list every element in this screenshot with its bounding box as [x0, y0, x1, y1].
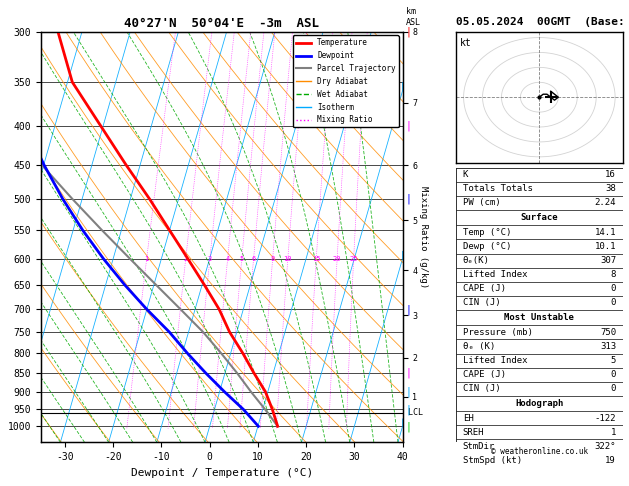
Text: Lifted Index: Lifted Index	[463, 356, 527, 365]
Text: CIN (J): CIN (J)	[463, 298, 500, 307]
Text: 4: 4	[225, 256, 230, 262]
Text: km
ASL: km ASL	[406, 7, 421, 27]
Text: 14.1: 14.1	[594, 228, 616, 237]
Bar	[456, 396, 623, 411]
Text: |: |	[406, 121, 412, 131]
Text: LCL: LCL	[403, 408, 423, 417]
Bar	[456, 310, 623, 326]
Text: -122: -122	[594, 414, 616, 423]
Text: 5: 5	[240, 256, 244, 262]
Text: |: |	[406, 304, 412, 314]
Text: |: |	[406, 194, 412, 204]
Text: 2.24: 2.24	[594, 198, 616, 208]
Y-axis label: Mixing Ratio (g/kg): Mixing Ratio (g/kg)	[420, 186, 428, 288]
Text: PW (cm): PW (cm)	[463, 198, 500, 208]
Text: 1: 1	[611, 428, 616, 437]
Bar	[456, 254, 623, 268]
Bar	[456, 353, 623, 367]
Text: Lifted Index: Lifted Index	[463, 270, 527, 279]
Bar	[456, 226, 623, 240]
Y-axis label: hPa: hPa	[0, 227, 2, 247]
Text: 10.1: 10.1	[594, 242, 616, 251]
Text: 307: 307	[600, 256, 616, 265]
Bar	[456, 182, 623, 196]
Text: Pressure (mb): Pressure (mb)	[463, 328, 533, 337]
Text: 5: 5	[611, 356, 616, 365]
Text: 0: 0	[611, 298, 616, 307]
Text: 6: 6	[252, 256, 256, 262]
Text: |: |	[406, 421, 412, 432]
Text: θₑ (K): θₑ (K)	[463, 342, 495, 351]
Bar	[456, 411, 623, 425]
Bar	[456, 240, 623, 254]
Bar	[456, 196, 623, 210]
Text: |: |	[406, 368, 412, 378]
Text: CIN (J): CIN (J)	[463, 384, 500, 393]
Text: 25: 25	[349, 256, 358, 262]
Text: 19: 19	[605, 456, 616, 465]
Bar	[456, 425, 623, 439]
Text: 16: 16	[605, 170, 616, 179]
Bar	[456, 339, 623, 353]
Bar	[456, 382, 623, 396]
Text: StmSpd (kt): StmSpd (kt)	[463, 456, 522, 465]
Bar	[456, 439, 623, 453]
Text: Most Unstable: Most Unstable	[504, 313, 574, 322]
Text: 8: 8	[270, 256, 275, 262]
Bar	[456, 210, 623, 226]
Text: 1: 1	[145, 256, 149, 262]
Text: 15: 15	[312, 256, 321, 262]
Text: 20: 20	[333, 256, 342, 262]
Text: 05.05.2024  00GMT  (Base: 12): 05.05.2024 00GMT (Base: 12)	[456, 17, 629, 27]
Text: |: |	[406, 404, 412, 415]
Text: 0: 0	[611, 384, 616, 393]
Text: © weatheronline.co.uk: © weatheronline.co.uk	[491, 447, 588, 456]
Text: 8: 8	[611, 270, 616, 279]
Text: CAPE (J): CAPE (J)	[463, 370, 506, 379]
Text: Totals Totals: Totals Totals	[463, 184, 533, 193]
Text: Surface: Surface	[521, 213, 558, 222]
Text: 322°: 322°	[594, 442, 616, 451]
Bar	[456, 296, 623, 310]
Text: 750: 750	[600, 328, 616, 337]
Bar	[456, 168, 623, 182]
Text: 0: 0	[611, 284, 616, 293]
Text: EH: EH	[463, 414, 474, 423]
Text: θₑ(K): θₑ(K)	[463, 256, 489, 265]
Text: |: |	[406, 26, 412, 37]
Text: 38: 38	[605, 184, 616, 193]
Text: StmDir: StmDir	[463, 442, 495, 451]
Bar	[456, 453, 623, 468]
Text: Temp (°C): Temp (°C)	[463, 228, 511, 237]
Text: Hodograph: Hodograph	[515, 399, 564, 408]
Text: K: K	[463, 170, 468, 179]
Text: 2: 2	[184, 256, 188, 262]
Text: 3: 3	[208, 256, 212, 262]
Bar	[456, 367, 623, 382]
Text: 0: 0	[611, 370, 616, 379]
Legend: Temperature, Dewpoint, Parcel Trajectory, Dry Adiabat, Wet Adiabat, Isotherm, Mi: Temperature, Dewpoint, Parcel Trajectory…	[292, 35, 399, 127]
Bar	[456, 268, 623, 282]
Text: |: |	[406, 386, 412, 397]
Bar	[456, 282, 623, 296]
Bar	[456, 326, 623, 339]
Title: 40°27'N  50°04'E  -3m  ASL: 40°27'N 50°04'E -3m ASL	[124, 17, 320, 31]
X-axis label: Dewpoint / Temperature (°C): Dewpoint / Temperature (°C)	[131, 468, 313, 478]
Text: SREH: SREH	[463, 428, 484, 437]
Text: Dewp (°C): Dewp (°C)	[463, 242, 511, 251]
Text: CAPE (J): CAPE (J)	[463, 284, 506, 293]
Text: 313: 313	[600, 342, 616, 351]
Text: 10: 10	[284, 256, 292, 262]
Text: kt: kt	[460, 37, 472, 48]
